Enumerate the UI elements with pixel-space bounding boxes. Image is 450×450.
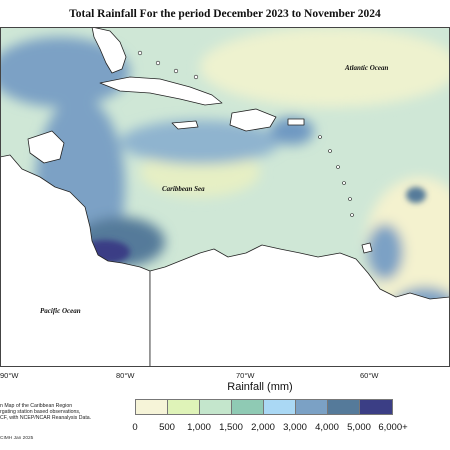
legend-label: 4,000 <box>315 422 339 433</box>
rain-zone-dry-north <box>200 27 450 107</box>
island-bahamas-2 <box>155 60 161 66</box>
rain-zone-east-cell <box>406 187 426 203</box>
longitude-tick-60w: 60°W <box>360 371 379 380</box>
legend-swatch <box>232 400 264 414</box>
legend-label: 500 <box>159 422 175 433</box>
rain-zone-belt <box>120 120 280 164</box>
legend-label: 1,000 <box>187 422 211 433</box>
rain-zone-gulf <box>0 37 130 107</box>
jamaica <box>171 120 199 130</box>
legend-label: 0 <box>132 422 138 433</box>
pacific-ocean-label: Pacific Ocean <box>40 307 81 315</box>
island-lesser-antilles-3 <box>336 165 340 169</box>
legend-swatch <box>360 400 392 414</box>
florida <box>91 27 127 74</box>
trinidad <box>361 242 373 254</box>
rainfall-map <box>0 27 450 367</box>
rain-zone-south-america-coast <box>367 224 403 280</box>
longitude-tick-80w: 80°W <box>116 371 135 380</box>
cuba <box>99 76 223 106</box>
island-bahamas-4 <box>193 74 199 80</box>
rain-zone-dry-east <box>365 177 450 317</box>
legend-title: Rainfall (mm) <box>227 381 293 393</box>
legend-swatch <box>264 400 296 414</box>
legend-colorbar <box>135 399 393 415</box>
map-title: Total Rainfall For the period December 2… <box>69 8 381 20</box>
legend-label: 5,000 <box>347 422 371 433</box>
legend-label: 1,500 <box>219 422 243 433</box>
longitude-tick-70w: 70°W <box>236 371 255 380</box>
legend-swatch <box>328 400 360 414</box>
legend-swatch <box>168 400 200 414</box>
puerto-rico <box>287 118 305 126</box>
caribbean-sea-label: Caribbean Sea <box>162 185 205 193</box>
legend-label: 2,000 <box>251 422 275 433</box>
south-america <box>149 244 450 367</box>
island-bahamas-3 <box>173 68 179 74</box>
footnote-line: rgating station based observations, <box>0 409 81 416</box>
map-footnote: n Map of the Caribbean Region rgating st… <box>0 403 112 422</box>
island-lesser-antilles-5 <box>348 197 352 201</box>
legend-label: 6,000+ <box>378 422 408 433</box>
legend-label: 3,000 <box>283 422 307 433</box>
footnote-line: n Map of the Caribbean Region <box>0 403 73 409</box>
legend-swatch <box>200 400 232 414</box>
longitude-tick-90w: 90°W <box>0 371 19 380</box>
island-lesser-antilles-4 <box>342 181 346 185</box>
island-bahamas-1 <box>137 50 143 56</box>
island-lesser-antilles-1 <box>318 135 322 139</box>
footnote-line: CF, with NCEP/NCAR Reanalysis Data. <box>0 415 92 422</box>
legend-swatch <box>136 400 168 414</box>
hispaniola <box>229 108 277 132</box>
island-lesser-antilles-2 <box>328 149 332 153</box>
yucatan <box>27 130 65 164</box>
copyright-text: CIMH Jan 2025 <box>0 436 34 441</box>
rainfall-map-canvas <box>0 27 450 367</box>
island-lesser-antilles-6 <box>350 213 354 217</box>
atlantic-ocean-label: Atlantic Ocean <box>345 64 389 72</box>
legend-swatch <box>296 400 328 414</box>
